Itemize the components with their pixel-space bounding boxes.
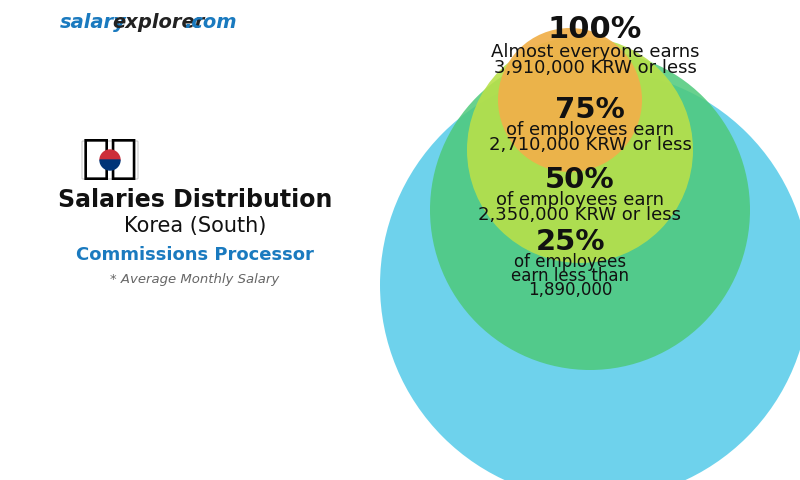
Text: Commissions Processor: Commissions Processor bbox=[76, 246, 314, 264]
Text: 3,910,000 KRW or less: 3,910,000 KRW or less bbox=[494, 59, 697, 77]
Text: 2,710,000 KRW or less: 2,710,000 KRW or less bbox=[489, 136, 691, 154]
Text: 100%: 100% bbox=[548, 15, 642, 45]
Text: Almost everyone earns: Almost everyone earns bbox=[490, 43, 699, 61]
Circle shape bbox=[467, 37, 693, 263]
Wedge shape bbox=[100, 160, 120, 170]
Text: * Average Monthly Salary: * Average Monthly Salary bbox=[110, 274, 280, 287]
Text: 25%: 25% bbox=[535, 228, 605, 256]
Circle shape bbox=[430, 50, 750, 370]
Text: of employees earn: of employees earn bbox=[496, 191, 664, 209]
Wedge shape bbox=[100, 150, 120, 160]
Text: 50%: 50% bbox=[545, 166, 615, 194]
Text: of employees earn: of employees earn bbox=[506, 121, 674, 139]
Text: Korea (South): Korea (South) bbox=[124, 216, 266, 236]
Circle shape bbox=[380, 70, 800, 480]
Text: 75%: 75% bbox=[555, 96, 625, 124]
Text: 🇰🇷: 🇰🇷 bbox=[82, 137, 138, 182]
Text: explorer: explorer bbox=[112, 12, 204, 32]
Text: .com: .com bbox=[184, 12, 237, 32]
Text: Salaries Distribution: Salaries Distribution bbox=[58, 188, 332, 212]
Text: earn less than: earn less than bbox=[511, 267, 629, 285]
Text: salary: salary bbox=[60, 12, 127, 32]
Text: 2,350,000 KRW or less: 2,350,000 KRW or less bbox=[478, 206, 682, 224]
FancyBboxPatch shape bbox=[82, 141, 138, 179]
Circle shape bbox=[498, 28, 642, 172]
Text: 1,890,000: 1,890,000 bbox=[528, 281, 612, 299]
Text: of employees: of employees bbox=[514, 253, 626, 271]
